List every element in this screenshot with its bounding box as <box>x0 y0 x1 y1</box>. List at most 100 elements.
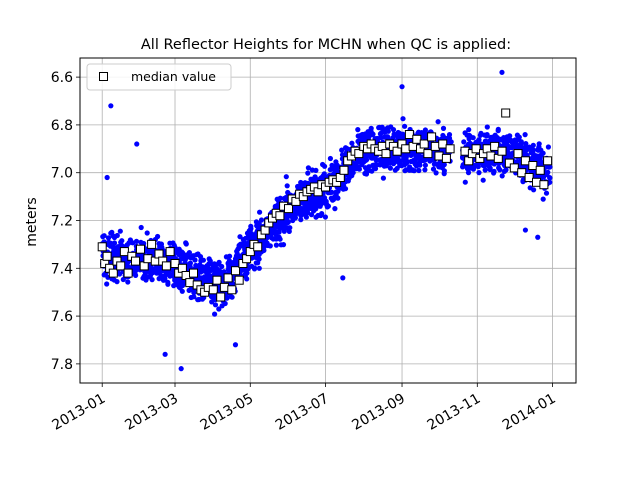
reflector-height-point <box>219 303 225 309</box>
y-tick-label: 7.0 <box>51 166 73 182</box>
reflector-height-point <box>256 265 262 271</box>
median-marker <box>497 146 507 156</box>
reflector-height-point <box>173 281 179 288</box>
outlier-point <box>108 103 114 109</box>
reflector-height-point <box>105 235 112 241</box>
reflector-height-point <box>275 197 281 203</box>
reflector-height-point <box>504 134 510 140</box>
reflector-height-point <box>392 167 398 173</box>
median-marker <box>430 141 440 151</box>
reflector-height-point <box>141 273 147 279</box>
median-marker <box>539 180 549 190</box>
reflector-height-point <box>138 239 144 245</box>
reflector-height-point <box>482 138 488 144</box>
reflector-height-point <box>180 250 186 256</box>
reflector-height-point <box>163 271 169 277</box>
median-marker <box>212 275 222 285</box>
reflector-height-point <box>227 253 233 259</box>
median-marker <box>524 173 534 182</box>
legend-square-marker <box>99 72 108 81</box>
median-marker <box>401 144 411 154</box>
reflector-height-point <box>110 252 116 258</box>
y-tick-label: 7.8 <box>51 357 73 373</box>
reflector-height-point <box>257 209 263 215</box>
reflector-height-point <box>303 205 309 211</box>
reflector-height-point <box>499 173 505 179</box>
reflector-height-point <box>321 171 327 177</box>
median-marker <box>97 242 107 252</box>
reflector-height-point <box>237 234 243 240</box>
reflector-height-point <box>244 230 251 236</box>
reflector-height-point <box>195 297 201 303</box>
reflector-height-point <box>514 132 521 138</box>
reflector-height-point <box>416 152 422 159</box>
reflector-height-point <box>243 240 249 247</box>
median-marker <box>486 151 496 161</box>
reflector-height-point <box>359 162 365 168</box>
median-marker <box>234 275 244 285</box>
reflector-height-point <box>305 165 311 171</box>
median-marker <box>434 151 444 161</box>
reflector-height-point <box>508 138 514 144</box>
reflector-height-point <box>536 141 542 147</box>
reflector-height-point <box>200 257 206 263</box>
reflector-height-point <box>150 269 156 276</box>
reflector-height-point <box>322 214 328 220</box>
y-tick-label: 6.8 <box>51 118 73 134</box>
reflector-height-point <box>513 143 519 149</box>
reflector-height-point <box>199 296 205 302</box>
y-tick-label: 7.2 <box>51 214 73 230</box>
reflector-height-point <box>248 226 254 232</box>
reflector-height-point <box>486 163 492 169</box>
median-marker <box>419 139 429 149</box>
reflector-height-point <box>158 241 164 247</box>
reflector-height-point <box>183 240 189 246</box>
median-marker <box>404 130 414 139</box>
reflector-height-point <box>255 260 261 266</box>
reflector-height-point <box>446 132 453 138</box>
reflector-height-point <box>496 165 502 171</box>
reflector-height-point <box>317 202 323 209</box>
reflector-height-point <box>480 177 486 183</box>
reflector-height-point <box>531 187 537 193</box>
reflector-height-point <box>313 197 320 203</box>
reflector-height-point <box>353 166 359 172</box>
reflector-height-point <box>117 228 123 234</box>
reflector-height-point <box>494 135 500 141</box>
reflector-height-point <box>430 166 437 172</box>
reflector-height-point <box>440 125 447 131</box>
reflector-height-point <box>437 159 443 165</box>
median-marker <box>517 168 527 178</box>
reflector-height-point <box>476 170 482 176</box>
outlier-point <box>535 234 541 240</box>
reflector-height-point <box>212 311 218 317</box>
reflector-height-point <box>380 175 386 181</box>
reflector-height-point <box>388 124 394 130</box>
y-axis-label: meters <box>24 197 40 246</box>
y-tick-label: 7.6 <box>51 309 73 325</box>
reflector-height-point <box>160 277 167 283</box>
reflector-height-point <box>368 155 374 161</box>
reflector-height-point <box>100 234 106 240</box>
reflector-height-point <box>305 170 311 176</box>
reflector-height-point <box>302 210 308 216</box>
chart-title: All Reflector Heights for MCHN when QC i… <box>141 37 511 53</box>
reflector-height-point <box>133 238 140 244</box>
reflector-height-point <box>187 263 193 269</box>
median-marker <box>339 165 349 175</box>
median-marker <box>438 139 448 149</box>
reflector-height-point <box>391 131 397 137</box>
reflector-height-point <box>359 136 365 142</box>
reflector-height-point <box>173 276 179 282</box>
median-marker <box>116 261 126 271</box>
reflector-height-point <box>547 175 553 181</box>
reflector-height-point <box>339 147 345 153</box>
reflector-height-point <box>308 212 315 218</box>
reflector-height-point <box>422 167 428 173</box>
reflector-height-point <box>191 294 197 300</box>
reflector-height-point <box>543 190 550 196</box>
legend-label-median-value: median value <box>131 69 216 84</box>
median-marker <box>445 144 455 154</box>
reflector-height-point <box>387 165 393 171</box>
reflector-height-point <box>149 277 155 283</box>
